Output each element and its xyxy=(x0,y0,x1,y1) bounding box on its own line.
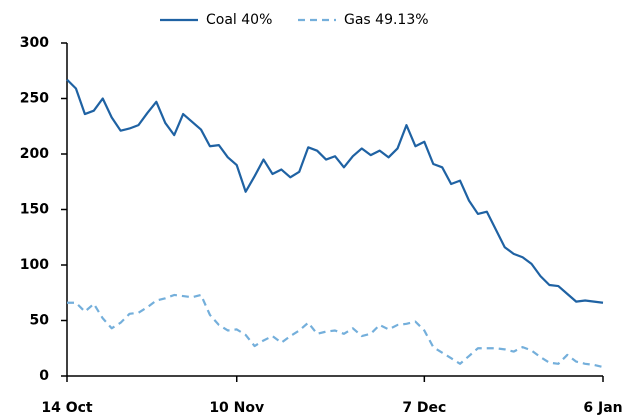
y-tick-label: 250 xyxy=(20,91,49,107)
y-tick-label: 200 xyxy=(20,146,49,162)
y-tick-label: 0 xyxy=(39,368,49,384)
series-line xyxy=(67,293,604,369)
x-tick-label: 6 Jan xyxy=(583,400,622,416)
x-tick-label: 10 Nov xyxy=(209,400,264,416)
series-line xyxy=(66,78,604,304)
y-tick-label: 50 xyxy=(30,313,50,329)
x-tick-label: 7 Dec xyxy=(402,400,446,416)
x-tick-label: 14 Oct xyxy=(41,400,93,416)
y-tick-label: 100 xyxy=(20,257,49,273)
legend-label: Coal 40% xyxy=(206,12,272,28)
y-tick-label: 150 xyxy=(20,202,49,218)
y-tick-label: 300 xyxy=(20,35,49,51)
legend-label: Gas 49.13% xyxy=(344,12,429,28)
